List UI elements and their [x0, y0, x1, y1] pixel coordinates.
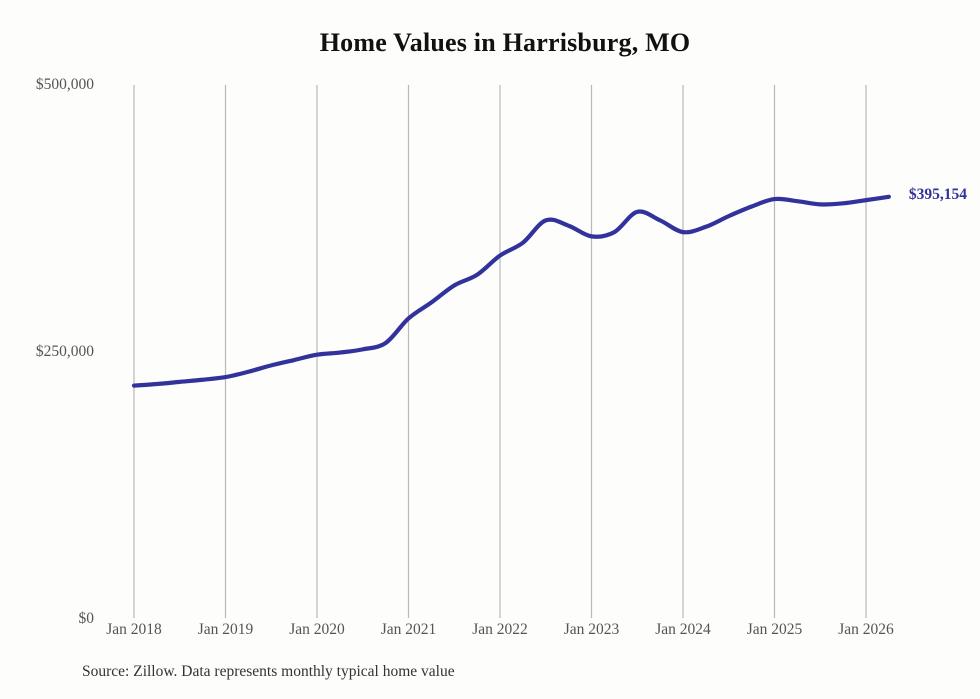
end-value-label: $395,154 [908, 185, 967, 203]
series-lines [131, 194, 891, 388]
gridlines [133, 85, 867, 618]
series-line-0 [131, 194, 891, 388]
chart-title: Home Values in Harrisburg, MO [319, 28, 691, 57]
xtick-label-jan-2022: Jan 2022 [472, 621, 528, 638]
xtick-label-jan-2026: Jan 2026 [838, 621, 894, 638]
source-note: Source: Zillow. Data represents monthly … [82, 663, 455, 680]
xtick-label-jan-2025: Jan 2025 [746, 621, 803, 638]
xtick-label-jan-2018: Jan 2018 [106, 621, 162, 638]
xtick-label-jan-2021: Jan 2021 [380, 621, 437, 638]
xtick-label-jan-2023: Jan 2023 [563, 621, 620, 638]
xtick-label-jan-2019: Jan 2019 [197, 621, 254, 638]
ytick-label-250000: $250,000 [35, 343, 94, 360]
ytick-label-0: $0 [78, 610, 95, 627]
xtick-label-jan-2020: Jan 2020 [289, 621, 345, 638]
xtick-label-jan-2024: Jan 2024 [655, 621, 711, 638]
ytick-label-500000: $500,000 [35, 76, 94, 93]
